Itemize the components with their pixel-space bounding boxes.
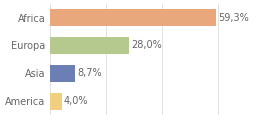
Text: 28,0%: 28,0% <box>131 40 162 50</box>
Bar <box>50 37 129 54</box>
Text: 4,0%: 4,0% <box>64 96 88 106</box>
Text: 8,7%: 8,7% <box>77 68 102 78</box>
Text: 59,3%: 59,3% <box>219 13 249 23</box>
Bar <box>50 9 216 26</box>
Bar <box>50 65 75 82</box>
Bar <box>50 93 62 110</box>
